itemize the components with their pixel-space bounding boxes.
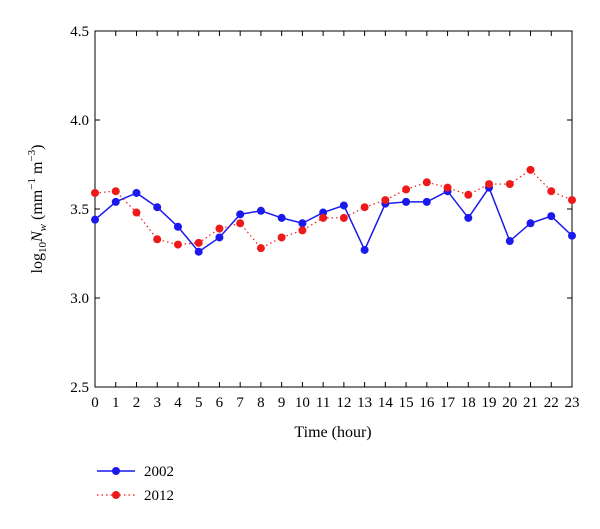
data-point-2002: [339, 201, 348, 210]
x-tick-label: 19: [482, 395, 497, 411]
data-point-2002: [422, 197, 431, 206]
data-point-2012: [568, 196, 576, 205]
x-tick-label: 20: [502, 395, 517, 411]
data-point-2012: [422, 178, 431, 187]
data-point-2012: [111, 187, 120, 196]
x-tick-label: 21: [523, 395, 538, 411]
legend-marker-2002: [112, 467, 120, 475]
data-point-2002: [298, 219, 307, 228]
legend-item-2002: 2002: [97, 464, 174, 480]
data-point-2002: [505, 237, 514, 246]
data-point-2002: [526, 219, 535, 228]
x-tick-label: 15: [399, 395, 414, 411]
x-tick-label: 7: [236, 395, 244, 411]
data-point-2012: [153, 235, 162, 244]
legend-item-2012: 2012: [97, 488, 174, 504]
x-tick-label: 17: [440, 395, 456, 411]
y-tick-label: 3.5: [70, 202, 89, 218]
data-point-2002: [173, 222, 182, 231]
data-point-2012: [381, 196, 390, 205]
x-tick-label: 12: [336, 395, 351, 411]
x-tick-label: 8: [257, 395, 265, 411]
data-point-2002: [236, 210, 245, 219]
x-tick-label: 9: [278, 395, 286, 411]
x-tick-label: 14: [378, 395, 394, 411]
x-tick-label: 1: [112, 395, 120, 411]
x-tick-label: 0: [91, 395, 99, 411]
data-point-2012: [277, 233, 286, 242]
x-tick-label: 2: [133, 395, 141, 411]
data-point-2012: [402, 185, 411, 194]
y-tick-label: 3.0: [70, 291, 89, 307]
x-tick-label: 22: [544, 395, 559, 411]
legend: 2002 2012: [97, 464, 174, 504]
x-axis-label: Time (hour): [294, 424, 371, 441]
data-point-2012: [256, 244, 265, 253]
data-point-2012: [360, 203, 369, 212]
x-tick-label: 13: [357, 395, 372, 411]
data-point-2012: [547, 187, 556, 196]
x-tick-label: 5: [195, 395, 203, 411]
x-tick-label: 11: [316, 395, 330, 411]
data-point-2002: [194, 247, 203, 256]
data-point-2002: [547, 212, 556, 221]
legend-label-2012: 2012: [144, 488, 174, 504]
data-point-2012: [485, 180, 494, 189]
data-point-2012: [298, 226, 307, 235]
data-point-2002: [568, 231, 576, 240]
legend-marker-2012: [112, 491, 120, 499]
x-tick-label: 3: [153, 395, 161, 411]
y-tick-label: 4.5: [70, 24, 89, 40]
data-point-2002: [215, 233, 224, 242]
x-tick-label: 10: [295, 395, 310, 411]
data-point-2012: [464, 190, 473, 199]
data-point-2012: [173, 240, 182, 249]
data-point-2002: [402, 197, 411, 206]
y-tick-label: 2.5: [70, 380, 89, 396]
data-point-2002: [132, 188, 141, 197]
data-point-2012: [319, 213, 328, 222]
data-point-2012: [194, 238, 203, 247]
data-point-2002: [464, 213, 473, 222]
legend-label-2002: 2002: [144, 464, 174, 480]
data-point-2002: [111, 197, 120, 206]
data-point-2012: [236, 219, 245, 228]
data-point-2002: [153, 203, 162, 212]
data-point-2002: [360, 245, 369, 254]
x-tick-label: 18: [461, 395, 476, 411]
y-tick-label: 4.0: [70, 113, 89, 129]
x-tick-label: 4: [174, 395, 182, 411]
data-point-2012: [215, 224, 224, 233]
x-tick-label: 23: [565, 395, 580, 411]
data-point-2002: [91, 215, 99, 224]
data-point-2002: [277, 213, 286, 222]
y-axis-label: log10Nw (mm−1 m−3): [26, 145, 49, 274]
data-point-2012: [443, 183, 452, 192]
x-tick-label: 16: [419, 395, 435, 411]
data-point-2002: [256, 206, 265, 215]
data-point-2012: [339, 213, 348, 222]
data-point-2012: [526, 165, 535, 174]
data-point-2012: [132, 208, 141, 217]
x-tick-label: 6: [216, 395, 224, 411]
data-point-2012: [91, 188, 99, 197]
series-line-2002: [94, 186, 573, 253]
data-point-2012: [505, 180, 514, 189]
